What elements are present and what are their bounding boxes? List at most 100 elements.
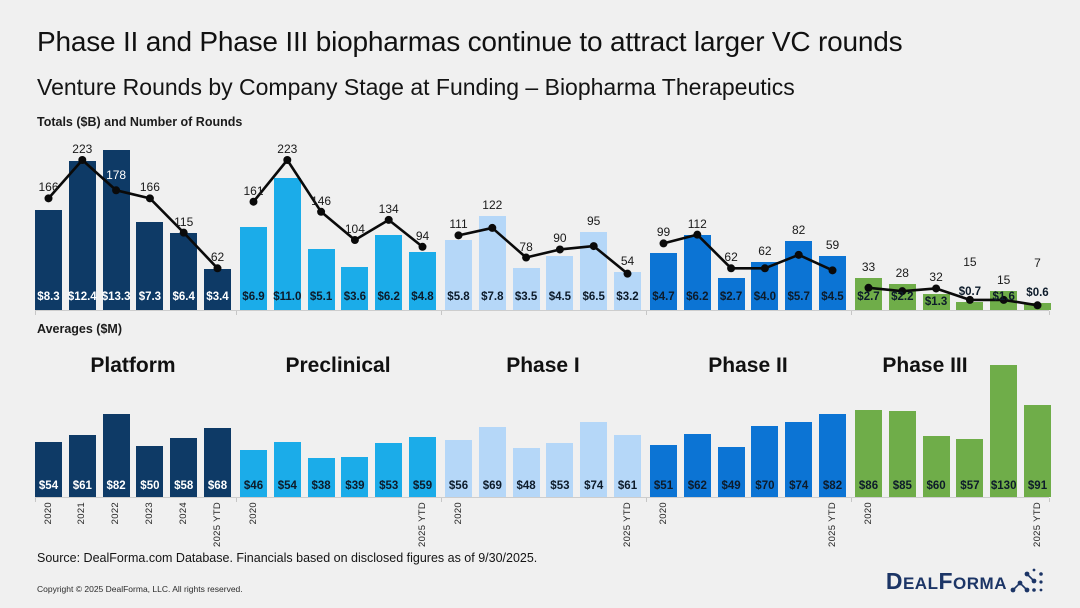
total-bar [990, 290, 1018, 310]
x-axis-tick [1049, 311, 1050, 315]
x-axis-line [35, 497, 1049, 498]
rounds-count-label: 90 [553, 231, 567, 246]
avg-bar [546, 443, 574, 497]
avg-value-label: $130 [990, 480, 1017, 492]
total-value-label: $3.5 [514, 291, 538, 303]
rounds-count-label: 62 [724, 250, 738, 265]
total-bar [478, 216, 506, 310]
total-value-label: $7.8 [481, 291, 504, 303]
logo-letter: F [938, 567, 954, 594]
rounds-count-label: 115 [174, 214, 194, 229]
avg-value-label: $70 [755, 480, 775, 492]
rounds-point [1033, 301, 1042, 310]
rounds-point [317, 207, 326, 216]
avg-bar [445, 440, 472, 497]
rounds-point [760, 264, 769, 273]
total-value-label: $5.1 [309, 291, 333, 303]
total-bar [307, 248, 335, 310]
logo-letter: R [966, 573, 980, 593]
total-bar [956, 301, 984, 310]
rounds-point [179, 228, 188, 237]
rounds-point [145, 194, 154, 203]
x-axis-year-label: 2024 [177, 502, 189, 525]
total-bar [273, 177, 301, 310]
total-bar [751, 261, 779, 310]
avg-value-label: $60 [926, 480, 946, 492]
total-value-label: $7.3 [138, 291, 162, 303]
rounds-line [47, 158, 219, 270]
logo-letter: M [979, 573, 995, 593]
avg-value-label: $50 [140, 480, 160, 492]
total-bar [683, 235, 711, 310]
rounds-point [623, 269, 632, 278]
avg-value-label: $58 [174, 480, 194, 492]
avg-bar [35, 442, 62, 497]
total-bar [68, 160, 96, 310]
rounds-point [249, 197, 258, 206]
rounds-point [965, 295, 974, 304]
copyright-note: Copyright © 2025 DealForma, LLC. All rig… [37, 584, 243, 594]
avg-bar [922, 436, 950, 497]
total-value-label: $6.2 [686, 291, 709, 303]
rounds-count-label: 166 [38, 180, 59, 195]
total-value-label: $5.7 [787, 291, 810, 303]
avg-value-label: $38 [311, 480, 331, 492]
rounds-count-label: 122 [482, 198, 503, 213]
logo-letter: A [914, 573, 928, 593]
avg-bar [1024, 404, 1051, 497]
total-bar [512, 267, 540, 310]
x-axis-year-label: 2025 YTD [211, 502, 223, 548]
stage-header: Preclinical [285, 354, 391, 377]
rounds-point [727, 264, 736, 273]
total-bar [785, 241, 813, 310]
total-bar [35, 210, 62, 310]
rounds-point [864, 283, 873, 292]
stage-header: Phase II [708, 354, 788, 377]
rounds-count-label: 178 [106, 168, 127, 183]
x-axis-tick [235, 498, 237, 502]
total-value-label: $3.2 [616, 291, 639, 303]
avg-bar [888, 410, 916, 497]
total-value-label: $6.5 [582, 291, 605, 303]
total-bar [102, 150, 130, 310]
avg-value-label: $62 [687, 480, 707, 492]
avg-bar [717, 447, 745, 497]
avg-value-label: $85 [892, 480, 912, 492]
rounds-point [659, 239, 668, 248]
total-bar [409, 252, 436, 310]
total-value-label: $1.3 [924, 296, 948, 309]
rounds-point [350, 236, 359, 245]
x-axis-tick [1049, 498, 1050, 502]
avg-bar [751, 425, 779, 497]
avg-value-label: $53 [550, 480, 570, 492]
total-bar [819, 255, 846, 310]
x-axis-tick [850, 311, 852, 315]
total-bar [855, 277, 882, 310]
avg-bar [375, 443, 403, 497]
rounds-point [44, 194, 53, 203]
avg-value-label: $39 [345, 480, 365, 492]
x-axis-tick [235, 311, 237, 315]
total-bar [204, 269, 231, 310]
avg-bar [683, 434, 711, 497]
rounds-point [213, 264, 222, 273]
avg-value-label: $82 [106, 480, 126, 492]
avg-bar [273, 442, 301, 497]
x-axis-year-label: 2020 [452, 502, 464, 525]
x-axis-year-label: 2020 [247, 502, 259, 525]
rounds-count-label: 99 [656, 225, 671, 240]
avg-value-label: $54 [277, 480, 297, 492]
rounds-count-label: 104 [344, 222, 365, 237]
rounds-point [454, 231, 463, 240]
total-value-label: $2.2 [891, 291, 914, 303]
rounds-count-label: 62 [210, 250, 225, 265]
avg-bar [204, 427, 231, 497]
avg-value-label: $68 [207, 480, 228, 492]
x-axis-year-label: 2020 [42, 502, 54, 525]
x-axis-tick [440, 498, 442, 502]
avg-value-label: $91 [1027, 480, 1048, 492]
total-bar [341, 266, 369, 310]
rounds-point [112, 186, 121, 195]
rounds-count-label: 161 [243, 183, 264, 198]
